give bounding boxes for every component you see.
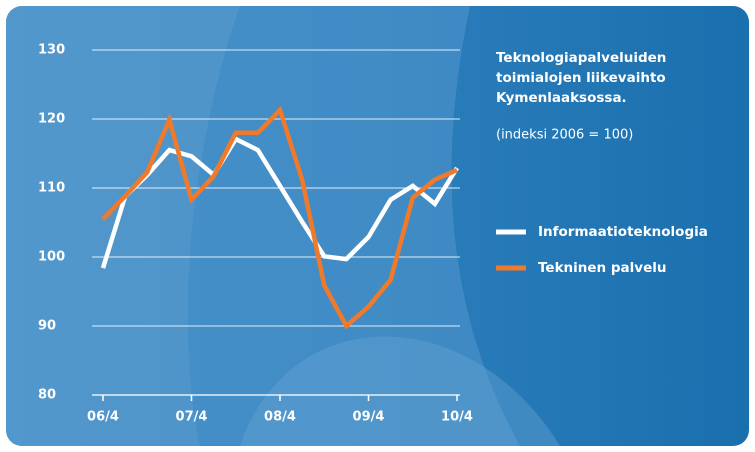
y-tick-label: 120 xyxy=(38,112,65,127)
y-tick-label: 110 xyxy=(38,181,65,196)
y-tick-label: 130 xyxy=(38,43,65,58)
y-tick-label: 80 xyxy=(38,388,56,403)
legend-title: Teknologiapalveluiden xyxy=(496,50,666,66)
x-tick-label: 09/4 xyxy=(353,410,385,425)
legend-title: Kymenlaaksossa. xyxy=(496,90,627,106)
legend-label: Informaatioteknologia xyxy=(538,224,708,240)
subtitle: (indeksi 2006 = 100) xyxy=(496,128,633,143)
x-tick-label: 06/4 xyxy=(87,410,119,425)
y-tick-label: 100 xyxy=(38,250,65,265)
line-series xyxy=(100,136,459,269)
legend-title: toimialojen liikevaihto xyxy=(496,70,666,86)
x-tick-label: 07/4 xyxy=(176,410,208,425)
x-tick-label: 10/4 xyxy=(441,410,473,425)
y-tick-label: 90 xyxy=(38,319,56,334)
line-series xyxy=(101,105,458,330)
background xyxy=(6,6,749,446)
x-tick-label: 08/4 xyxy=(264,410,296,425)
legend-label: Tekninen palvelu xyxy=(538,260,666,276)
